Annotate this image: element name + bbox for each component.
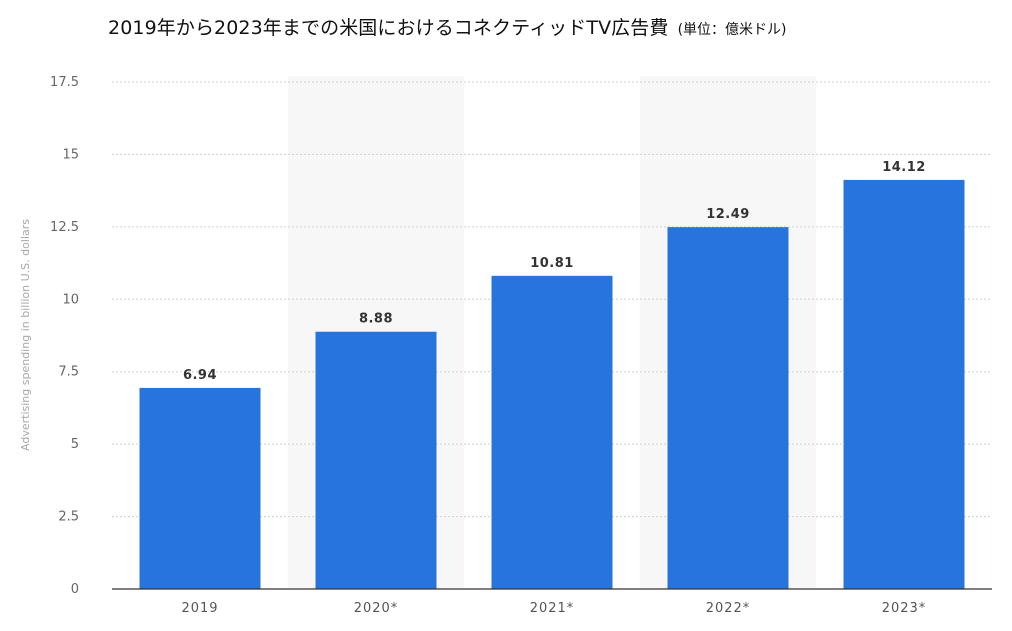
data-label-2020: 8.88 [359,312,393,327]
bar-series [139,179,965,589]
y-tick-label: 10 [62,292,79,307]
x-tick-label-2023: 2023* [882,601,927,616]
y-tick-label: 7.5 [58,365,79,380]
x-tick-label-2022: 2022* [706,601,751,616]
x-tick-label-2020: 2020* [354,601,399,616]
y-axis-title: Advertising spending in billion U.S. dol… [19,219,32,451]
data-label-2023: 14.12 [882,160,926,175]
bar-2021 [491,275,613,589]
y-tick-label: 2.5 [58,510,79,525]
y-tick-label: 0 [71,582,79,597]
data-label-2019: 6.94 [183,368,217,383]
y-tick-label: 17.5 [50,75,79,90]
data-label-2022: 12.49 [706,207,750,222]
chart-title: 2019年から2023年までの米国におけるコネクティッドTV広告費 (単位：億米… [108,14,998,44]
chart-unit-label: (単位：億米ドル) [677,22,787,38]
data-labels: 6.94 8.88 10.81 12.49 14.12 [183,160,926,383]
axes: 0 2.5 5 7.5 10 12.5 15 17.5 2019 2020* 2021* 2022* 2… [50,75,992,616]
bar-2020 [315,331,437,589]
y-tick-label: 5 [71,437,79,452]
bar-2022 [667,227,789,589]
data-label-2021: 10.81 [530,256,574,271]
x-tick-label-2019: 2019 [181,601,218,616]
y-tick-label: 12.5 [50,220,79,235]
bar-2023 [843,179,965,589]
x-tick-label-2021: 2021* [530,601,575,616]
bar-2019 [139,387,261,589]
chart-main-title: 2019年から2023年までの米国におけるコネクティッドTV広告費 [108,17,669,39]
y-tick-label: 15 [62,147,79,162]
